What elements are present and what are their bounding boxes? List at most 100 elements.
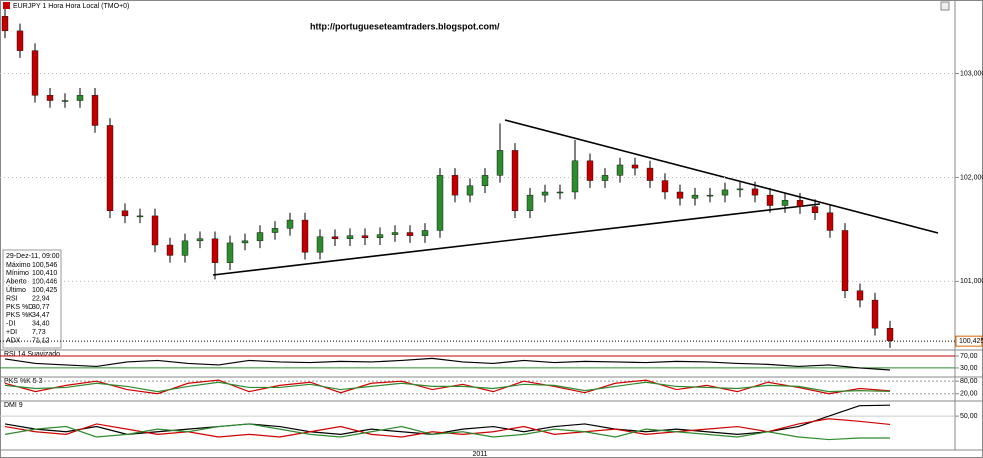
candle-body: [256, 232, 264, 242]
panel-title: RSI 14 Suavizado: [4, 351, 60, 358]
candle-body: [16, 30, 24, 51]
candle-body: [691, 194, 699, 199]
info-label: ADX: [6, 337, 21, 344]
symbol-icon: [3, 2, 10, 9]
info-value: 100,410: [32, 270, 57, 277]
info-value: 30,77: [32, 304, 50, 311]
candle-body: [541, 191, 549, 196]
y-tick-label: 103,000: [960, 70, 983, 77]
y-tick-label: 101,000: [960, 278, 983, 285]
info-label: PKS %K: [6, 312, 33, 319]
candle-body: [391, 232, 399, 235]
candle-body: [886, 327, 894, 341]
candle-body: [781, 200, 789, 206]
y-tick-label: 70,00: [960, 353, 978, 360]
info-box-frame: [2, 249, 62, 349]
candle-body: [796, 200, 804, 207]
indicator-line: [4, 381, 891, 393]
indicator-line: [4, 357, 891, 371]
candle-body: [91, 95, 99, 126]
last-price-box: [955, 335, 983, 347]
y-tick-label: 50,00: [960, 413, 978, 420]
candle-body: [601, 175, 609, 181]
candle-body: [361, 235, 369, 238]
candle-body: [136, 215, 144, 218]
candle-body: [481, 175, 489, 186]
info-value: 100,546: [32, 262, 57, 269]
candle-body: [826, 212, 834, 231]
candle-body: [706, 194, 714, 197]
candle-body: [181, 240, 189, 256]
candle-body: [631, 164, 639, 169]
candle-body: [526, 194, 534, 211]
candle-body: [121, 210, 129, 217]
candle-body: [511, 150, 519, 211]
candle-body: [751, 188, 759, 196]
trendline: [212, 203, 821, 276]
indicator-line: [4, 404, 891, 435]
panel-title: DMI 9: [4, 402, 23, 409]
candle-body: [46, 95, 54, 101]
candle-body: [61, 100, 69, 102]
y-tick-label: 20,00: [960, 391, 978, 398]
x-axis-label: 2011: [472, 451, 487, 458]
candle-body: [406, 232, 414, 236]
trendline: [504, 119, 939, 234]
y-tick-label: 80,00: [960, 378, 978, 385]
candle-body: [196, 238, 204, 242]
candle-body: [436, 175, 444, 231]
candle-body: [721, 189, 729, 196]
candle-body: [31, 50, 39, 96]
info-value: 34,40: [32, 321, 50, 328]
candle-body: [496, 150, 504, 176]
candle-body: [106, 125, 114, 211]
last-price-label: 100,425: [959, 338, 983, 345]
window-button[interactable]: [940, 1, 950, 11]
candle-body: [226, 242, 234, 263]
candle-body: [556, 191, 564, 194]
candle-body: [661, 180, 669, 193]
candle-body: [811, 206, 819, 213]
candle-body: [451, 175, 459, 196]
candle-body: [871, 299, 879, 329]
info-label: -DI: [6, 321, 15, 328]
panel-title: PKS %K 5 3: [4, 378, 43, 385]
candle-body: [316, 236, 324, 253]
candle-body: [736, 188, 744, 191]
candle-body: [376, 234, 384, 238]
candle-body: [151, 215, 159, 246]
candle-body: [301, 219, 309, 253]
y-tick-label: 30,00: [960, 365, 978, 372]
chart-title: EURJPY 1 Hora Hora Local (TMO+0): [13, 3, 129, 10]
candle-body: [841, 230, 849, 291]
annotation: http://portugueseteamtraders.blogspot.co…: [310, 21, 500, 31]
candle-body: [286, 219, 294, 229]
candle-body: [76, 95, 84, 101]
info-value: 100,425: [32, 287, 57, 294]
info-value: 22,94: [32, 295, 50, 302]
candle-body: [766, 194, 774, 206]
info-label: Mínimo: [6, 270, 29, 277]
candle-body: [346, 235, 354, 239]
info-value: 7,73: [32, 329, 46, 336]
candle-body: [421, 230, 429, 236]
candle-body: [211, 238, 219, 263]
info-label: Máximo: [6, 262, 31, 269]
info-label: +DI: [6, 329, 17, 336]
candle-body: [331, 236, 339, 239]
candle-body: [466, 185, 474, 196]
info-label: PKS %D: [6, 304, 33, 311]
info-label: Aberto: [6, 279, 27, 286]
candle-body: [586, 160, 594, 181]
candle-body: [571, 160, 579, 193]
candle-body: [271, 228, 279, 233]
candle-body: [616, 164, 624, 176]
candle-body: [676, 191, 684, 199]
info-value: 71,12: [32, 337, 50, 344]
info-header: 29-Dez-11, 09:00: [6, 253, 60, 260]
candle-body: [241, 240, 249, 244]
indicator-line: [4, 423, 890, 441]
info-value: 34,47: [32, 312, 50, 319]
